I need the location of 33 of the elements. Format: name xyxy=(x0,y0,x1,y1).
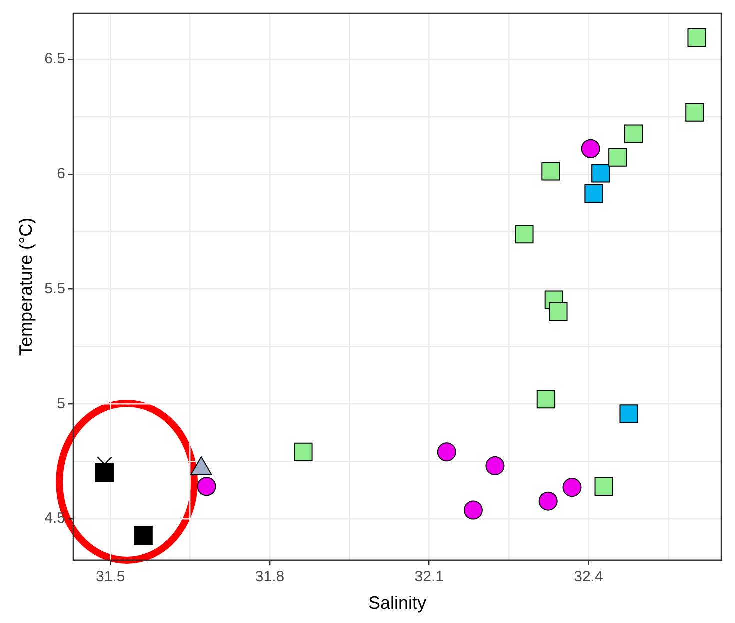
x-tick-label: 31.8 xyxy=(255,568,285,586)
x-axis-title: Salinity xyxy=(368,593,426,614)
point xyxy=(197,477,216,496)
x-tick-label: 31.5 xyxy=(96,568,126,586)
point xyxy=(581,139,600,158)
point xyxy=(624,124,644,144)
point xyxy=(542,162,560,181)
point xyxy=(464,500,483,520)
point xyxy=(437,442,456,462)
point xyxy=(620,404,638,424)
point xyxy=(294,442,313,462)
point xyxy=(592,164,610,183)
y-tick-label: 5 xyxy=(57,395,66,412)
point xyxy=(486,456,505,476)
point xyxy=(538,492,558,511)
point xyxy=(594,477,614,496)
point xyxy=(686,103,704,122)
point xyxy=(536,390,556,409)
x-tick-label: 32.1 xyxy=(414,568,444,586)
point xyxy=(584,184,604,204)
point xyxy=(608,148,628,167)
point xyxy=(562,478,582,498)
y-tick-label: 4.5 xyxy=(44,510,66,528)
y-tick-label: 5.5 xyxy=(44,280,66,298)
point xyxy=(515,224,534,244)
point xyxy=(134,526,153,546)
point xyxy=(688,28,706,48)
y-tick-label: 6.5 xyxy=(44,50,66,68)
y-axis-title: Temperature (°C) xyxy=(16,218,36,356)
point xyxy=(95,464,114,482)
point xyxy=(549,302,568,322)
x-tick-label: 32.4 xyxy=(574,568,604,586)
y-tick-label: 6 xyxy=(57,165,66,182)
